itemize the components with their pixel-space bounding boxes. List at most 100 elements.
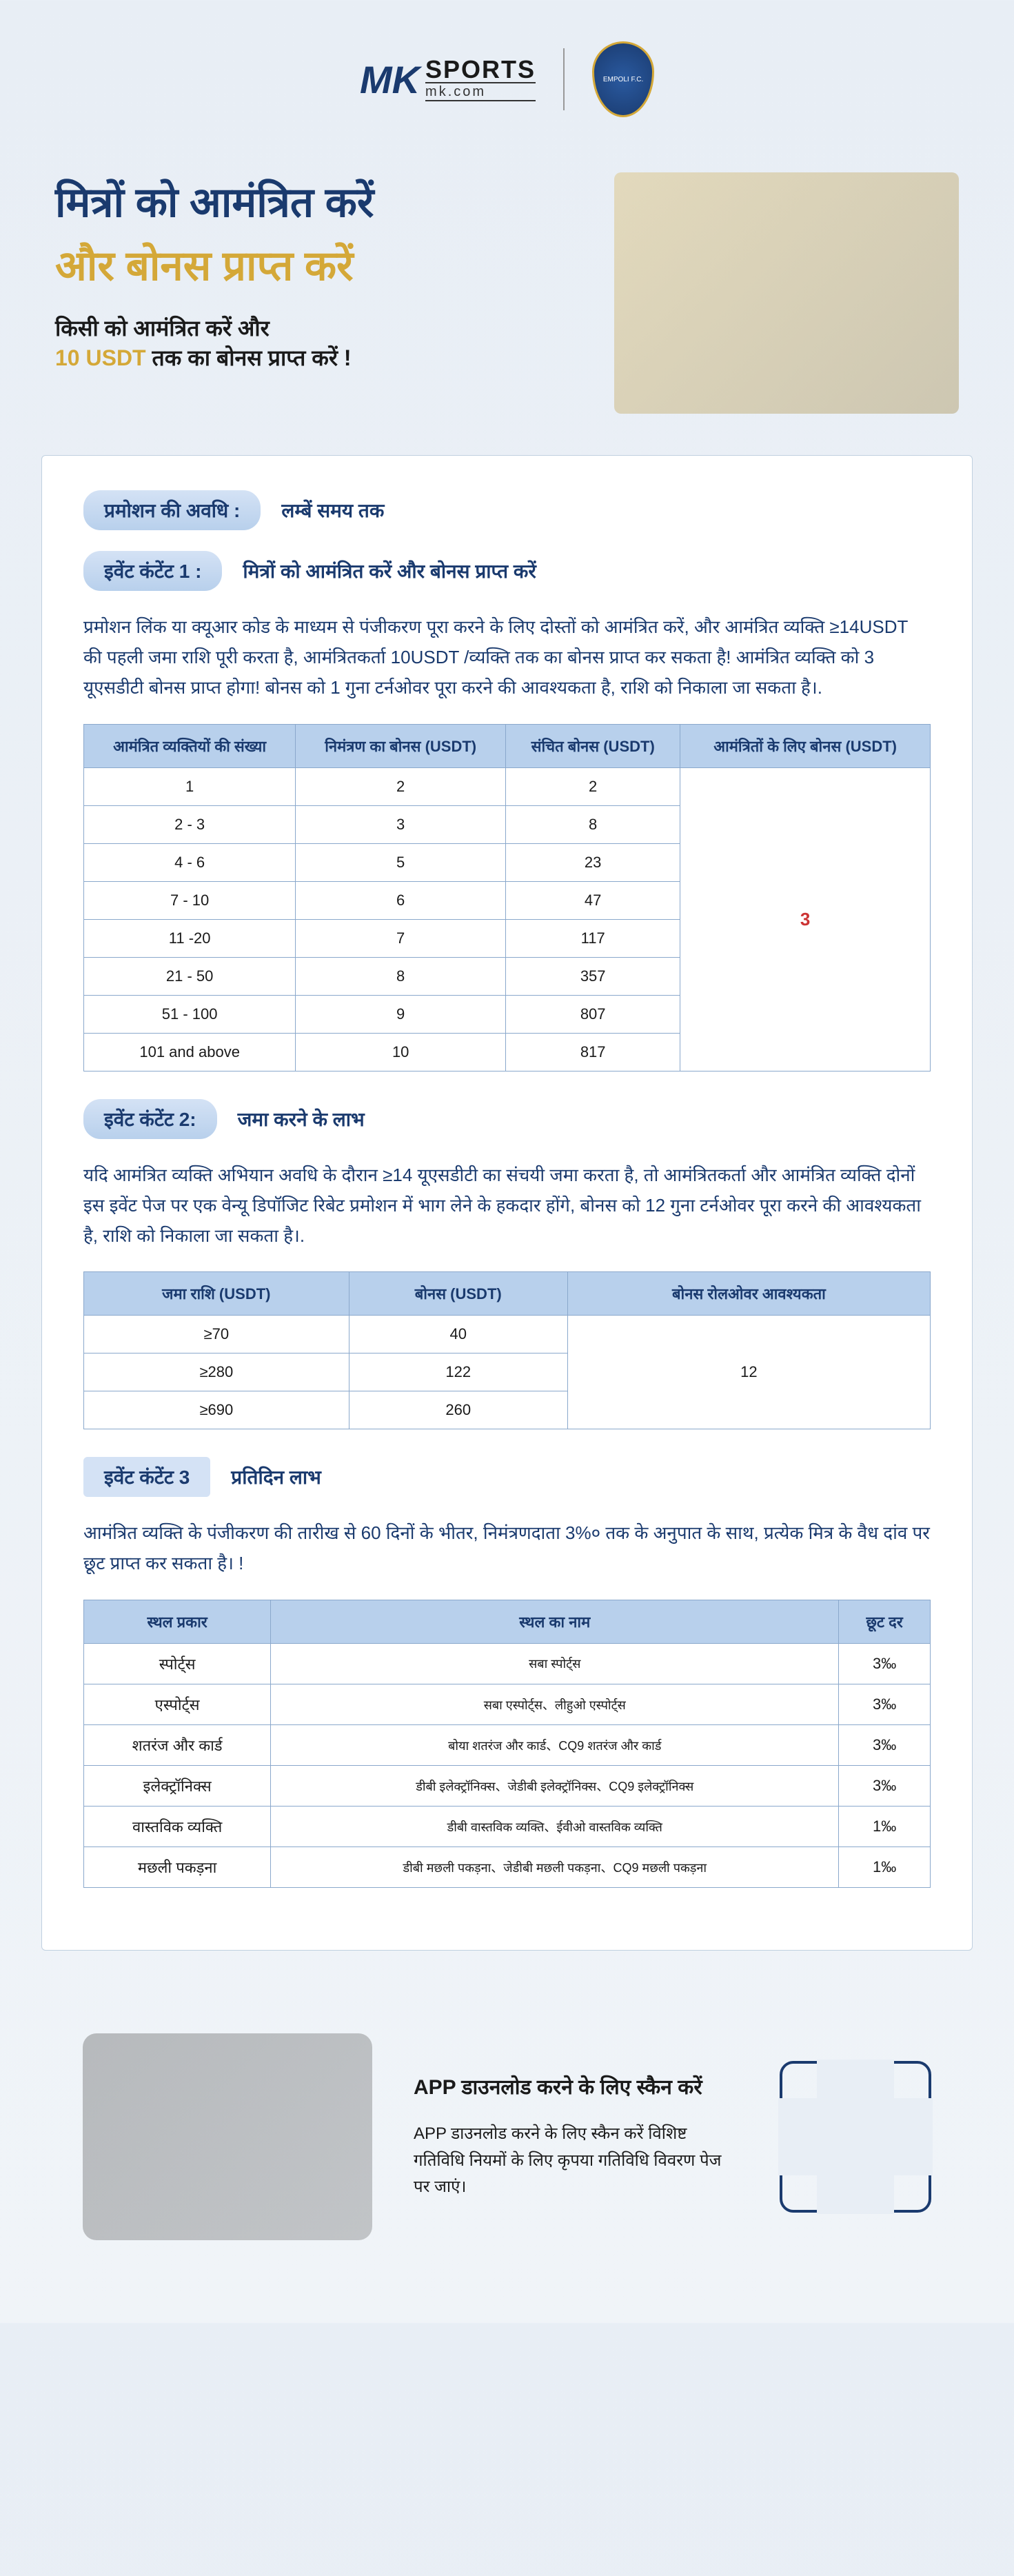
table-row: इलेक्ट्रॉनिक्सडीबी इलेक्ट्रॉनिक्स、जेडीबी… bbox=[84, 1765, 931, 1806]
table-cell: 817 bbox=[506, 1033, 680, 1071]
hero-title-2: और बोनस प्राप्त करें bbox=[55, 236, 614, 292]
logo-sports: SPORTS mk.com bbox=[425, 57, 536, 101]
event1-body: प्रमोशन लिंक या क्यूआर कोड के माध्यम से … bbox=[83, 612, 931, 703]
hero-text: मित्रों को आमंत्रित करें और बोनस प्राप्त… bbox=[55, 172, 614, 372]
logo-mk-text: MK bbox=[360, 57, 420, 102]
table-row: एस्पोर्ट्ससबा एस्पोर्ट्स、लीहुओ एस्पोर्ट्… bbox=[84, 1684, 931, 1724]
period-row: प्रमोशन की अवधि : लम्बें समय तक bbox=[83, 490, 931, 530]
table-row: मछली पकड़नाडीबी मछली पकड़ना、जेडीबी मछली … bbox=[84, 1847, 931, 1887]
e1-h3: आमंत्रितों के लिए बोनस (USDT) bbox=[680, 724, 931, 767]
footer: APP डाउनलोड करने के लिए स्कैन करें APP ड… bbox=[0, 1992, 1014, 2323]
table-cell: 51 - 100 bbox=[84, 995, 296, 1033]
table-cell: 357 bbox=[506, 957, 680, 995]
table-cell: वास्तविक व्यक्ति bbox=[84, 1806, 271, 1847]
e3-h0: स्थल प्रकार bbox=[84, 1600, 271, 1643]
table-cell: 9 bbox=[296, 995, 506, 1033]
table-cell: 122 bbox=[349, 1354, 567, 1391]
table-cell: डीबी इलेक्ट्रॉनिक्स、जेडीबी इलेक्ट्रॉनिक्… bbox=[271, 1765, 839, 1806]
table-cell: 21 - 50 bbox=[84, 957, 296, 995]
event3-table: स्थल प्रकार स्थल का नाम छूट दर स्पोर्ट्स… bbox=[83, 1600, 931, 1888]
table-cell: 10 bbox=[296, 1033, 506, 1071]
table-row: ≥704012 bbox=[84, 1316, 931, 1354]
qr-frame bbox=[780, 2061, 931, 2213]
e1-h0: आमंत्रित व्यक्तियों की संख्या bbox=[84, 724, 296, 767]
event1-row: इवेंट कंटेंट 1 : मित्रों को आमंत्रित करे… bbox=[83, 551, 931, 591]
event2-tag: इवेंट कंटेंट 2: bbox=[83, 1099, 217, 1139]
table-cell: ≥280 bbox=[84, 1354, 349, 1391]
table-cell: 1‰ bbox=[839, 1847, 931, 1887]
e2-h2: बोनस रोलओवर आवश्यकता bbox=[567, 1272, 930, 1316]
logo-mk: MK SPORTS mk.com bbox=[360, 57, 536, 102]
table-cell: 2 - 3 bbox=[84, 805, 296, 843]
event2-label: जमा करने के लाभ bbox=[238, 1106, 365, 1132]
table-cell: ≥690 bbox=[84, 1391, 349, 1429]
event3-body: आमंत्रित व्यक्ति के पंजीकरण की तारीख से … bbox=[83, 1518, 931, 1578]
table-cell: 6 bbox=[296, 881, 506, 919]
footer-text: APP डाउनलोड करने के लिए स्कैन करें APP ड… bbox=[414, 2072, 738, 2200]
table-cell: 3‰ bbox=[839, 1724, 931, 1765]
hero-sub-amount: 10 USDT bbox=[55, 345, 146, 370]
table-cell: एस्पोर्ट्स bbox=[84, 1684, 271, 1724]
table-cell: 3‰ bbox=[839, 1684, 931, 1724]
header-logo: MK SPORTS mk.com EMPOLI F.C. bbox=[0, 0, 1014, 145]
emblem-text: EMPOLI F.C. bbox=[603, 76, 643, 83]
event3-tag: इवेंट कंटेंट 3 bbox=[83, 1457, 210, 1497]
period-tag: प्रमोशन की अवधि : bbox=[83, 490, 261, 530]
table-cell: मछली पकड़ना bbox=[84, 1847, 271, 1887]
content-card: प्रमोशन की अवधि : लम्बें समय तक इवेंट कं… bbox=[41, 455, 973, 1951]
empoli-emblem: EMPOLI F.C. bbox=[592, 41, 654, 117]
table-cell: डीबी मछली पकड़ना、जेडीबी मछली पकड़ना、CQ9 … bbox=[271, 1847, 839, 1887]
table-cell: 23 bbox=[506, 843, 680, 881]
event3-row: इवेंट कंटेंट 3 प्रतिदिन लाभ bbox=[83, 1457, 931, 1497]
e1-h2: संचित बोनस (USDT) bbox=[506, 724, 680, 767]
table-cell: 2 bbox=[296, 767, 506, 805]
table-cell: 101 and above bbox=[84, 1033, 296, 1071]
table-cell: 8 bbox=[506, 805, 680, 843]
table-cell: 3 bbox=[296, 805, 506, 843]
period-value: लम्बें समय तक bbox=[281, 497, 384, 523]
event3-label: प्रतिदिन लाभ bbox=[231, 1464, 321, 1490]
table-cell: सबा स्पोर्ट्स bbox=[271, 1643, 839, 1684]
table-cell: 117 bbox=[506, 919, 680, 957]
table-cell: स्पोर्ट्स bbox=[84, 1643, 271, 1684]
table-cell: 1 bbox=[84, 767, 296, 805]
table-cell: शतरंज और कार्ड bbox=[84, 1724, 271, 1765]
table-cell: 2 bbox=[506, 767, 680, 805]
table-cell: 3‰ bbox=[839, 1765, 931, 1806]
table-cell: 47 bbox=[506, 881, 680, 919]
table-row: वास्तविक व्यक्तिडीबी वास्तविक व्यक्ति、ईव… bbox=[84, 1806, 931, 1847]
e2-h0: जमा राशि (USDT) bbox=[84, 1272, 349, 1316]
hero-section: मित्रों को आमंत्रित करें और बोनस प्राप्त… bbox=[0, 145, 1014, 455]
hero-sub: किसी को आमंत्रित करें और 10 USDT तक का ब… bbox=[55, 313, 614, 372]
table-cell: बोया शतरंज और कार्ड、CQ9 शतरंज और कार्ड bbox=[271, 1724, 839, 1765]
event1-tag: इवेंट कंटेंट 1 : bbox=[83, 551, 222, 591]
logo-sports-top: SPORTS bbox=[425, 57, 536, 82]
merged-bonus-cell: 3 bbox=[680, 767, 931, 1071]
hero-title-1: मित्रों को आमंत्रित करें bbox=[55, 172, 614, 229]
table-cell: सबा एस्पोर्ट्स、लीहुओ एस्पोर्ट्स bbox=[271, 1684, 839, 1724]
e2-h1: बोनस (USDT) bbox=[349, 1272, 567, 1316]
e3-h1: स्थल का नाम bbox=[271, 1600, 839, 1643]
e3-h2: छूट दर bbox=[839, 1600, 931, 1643]
table-cell: 5 bbox=[296, 843, 506, 881]
table-cell: इलेक्ट्रॉनिक्स bbox=[84, 1765, 271, 1806]
hero-sub2: तक का बोनस प्राप्त करें ! bbox=[152, 345, 351, 370]
table-cell: 807 bbox=[506, 995, 680, 1033]
logo-domain: mk.com bbox=[425, 82, 536, 101]
footer-title: APP डाउनलोड करने के लिए स्कैन करें bbox=[414, 2072, 738, 2100]
table-cell: 260 bbox=[349, 1391, 567, 1429]
table-cell: 40 bbox=[349, 1316, 567, 1354]
table-row: स्पोर्ट्ससबा स्पोर्ट्स3‰ bbox=[84, 1643, 931, 1684]
event1-table: आमंत्रित व्यक्तियों की संख्या निमंत्रण क… bbox=[83, 724, 931, 1071]
event1-label: मित्रों को आमंत्रित करें और बोनस प्राप्त… bbox=[243, 558, 536, 584]
table-row: 1223 bbox=[84, 767, 931, 805]
merged-rollover-cell: 12 bbox=[567, 1316, 930, 1429]
table-cell: ≥70 bbox=[84, 1316, 349, 1354]
table-cell: 1‰ bbox=[839, 1806, 931, 1847]
table-cell: 11 -20 bbox=[84, 919, 296, 957]
table-cell: डीबी वास्तविक व्यक्ति、ईवीओ वास्तविक व्यक… bbox=[271, 1806, 839, 1847]
table-row: शतरंज और कार्डबोया शतरंज और कार्ड、CQ9 शत… bbox=[84, 1724, 931, 1765]
table-cell: 8 bbox=[296, 957, 506, 995]
event2-table: जमा राशि (USDT) बोनस (USDT) बोनस रोलओवर … bbox=[83, 1271, 931, 1429]
footer-desc: APP डाउनलोड करने के लिए स्कैन करें विशिष… bbox=[414, 2121, 738, 2200]
